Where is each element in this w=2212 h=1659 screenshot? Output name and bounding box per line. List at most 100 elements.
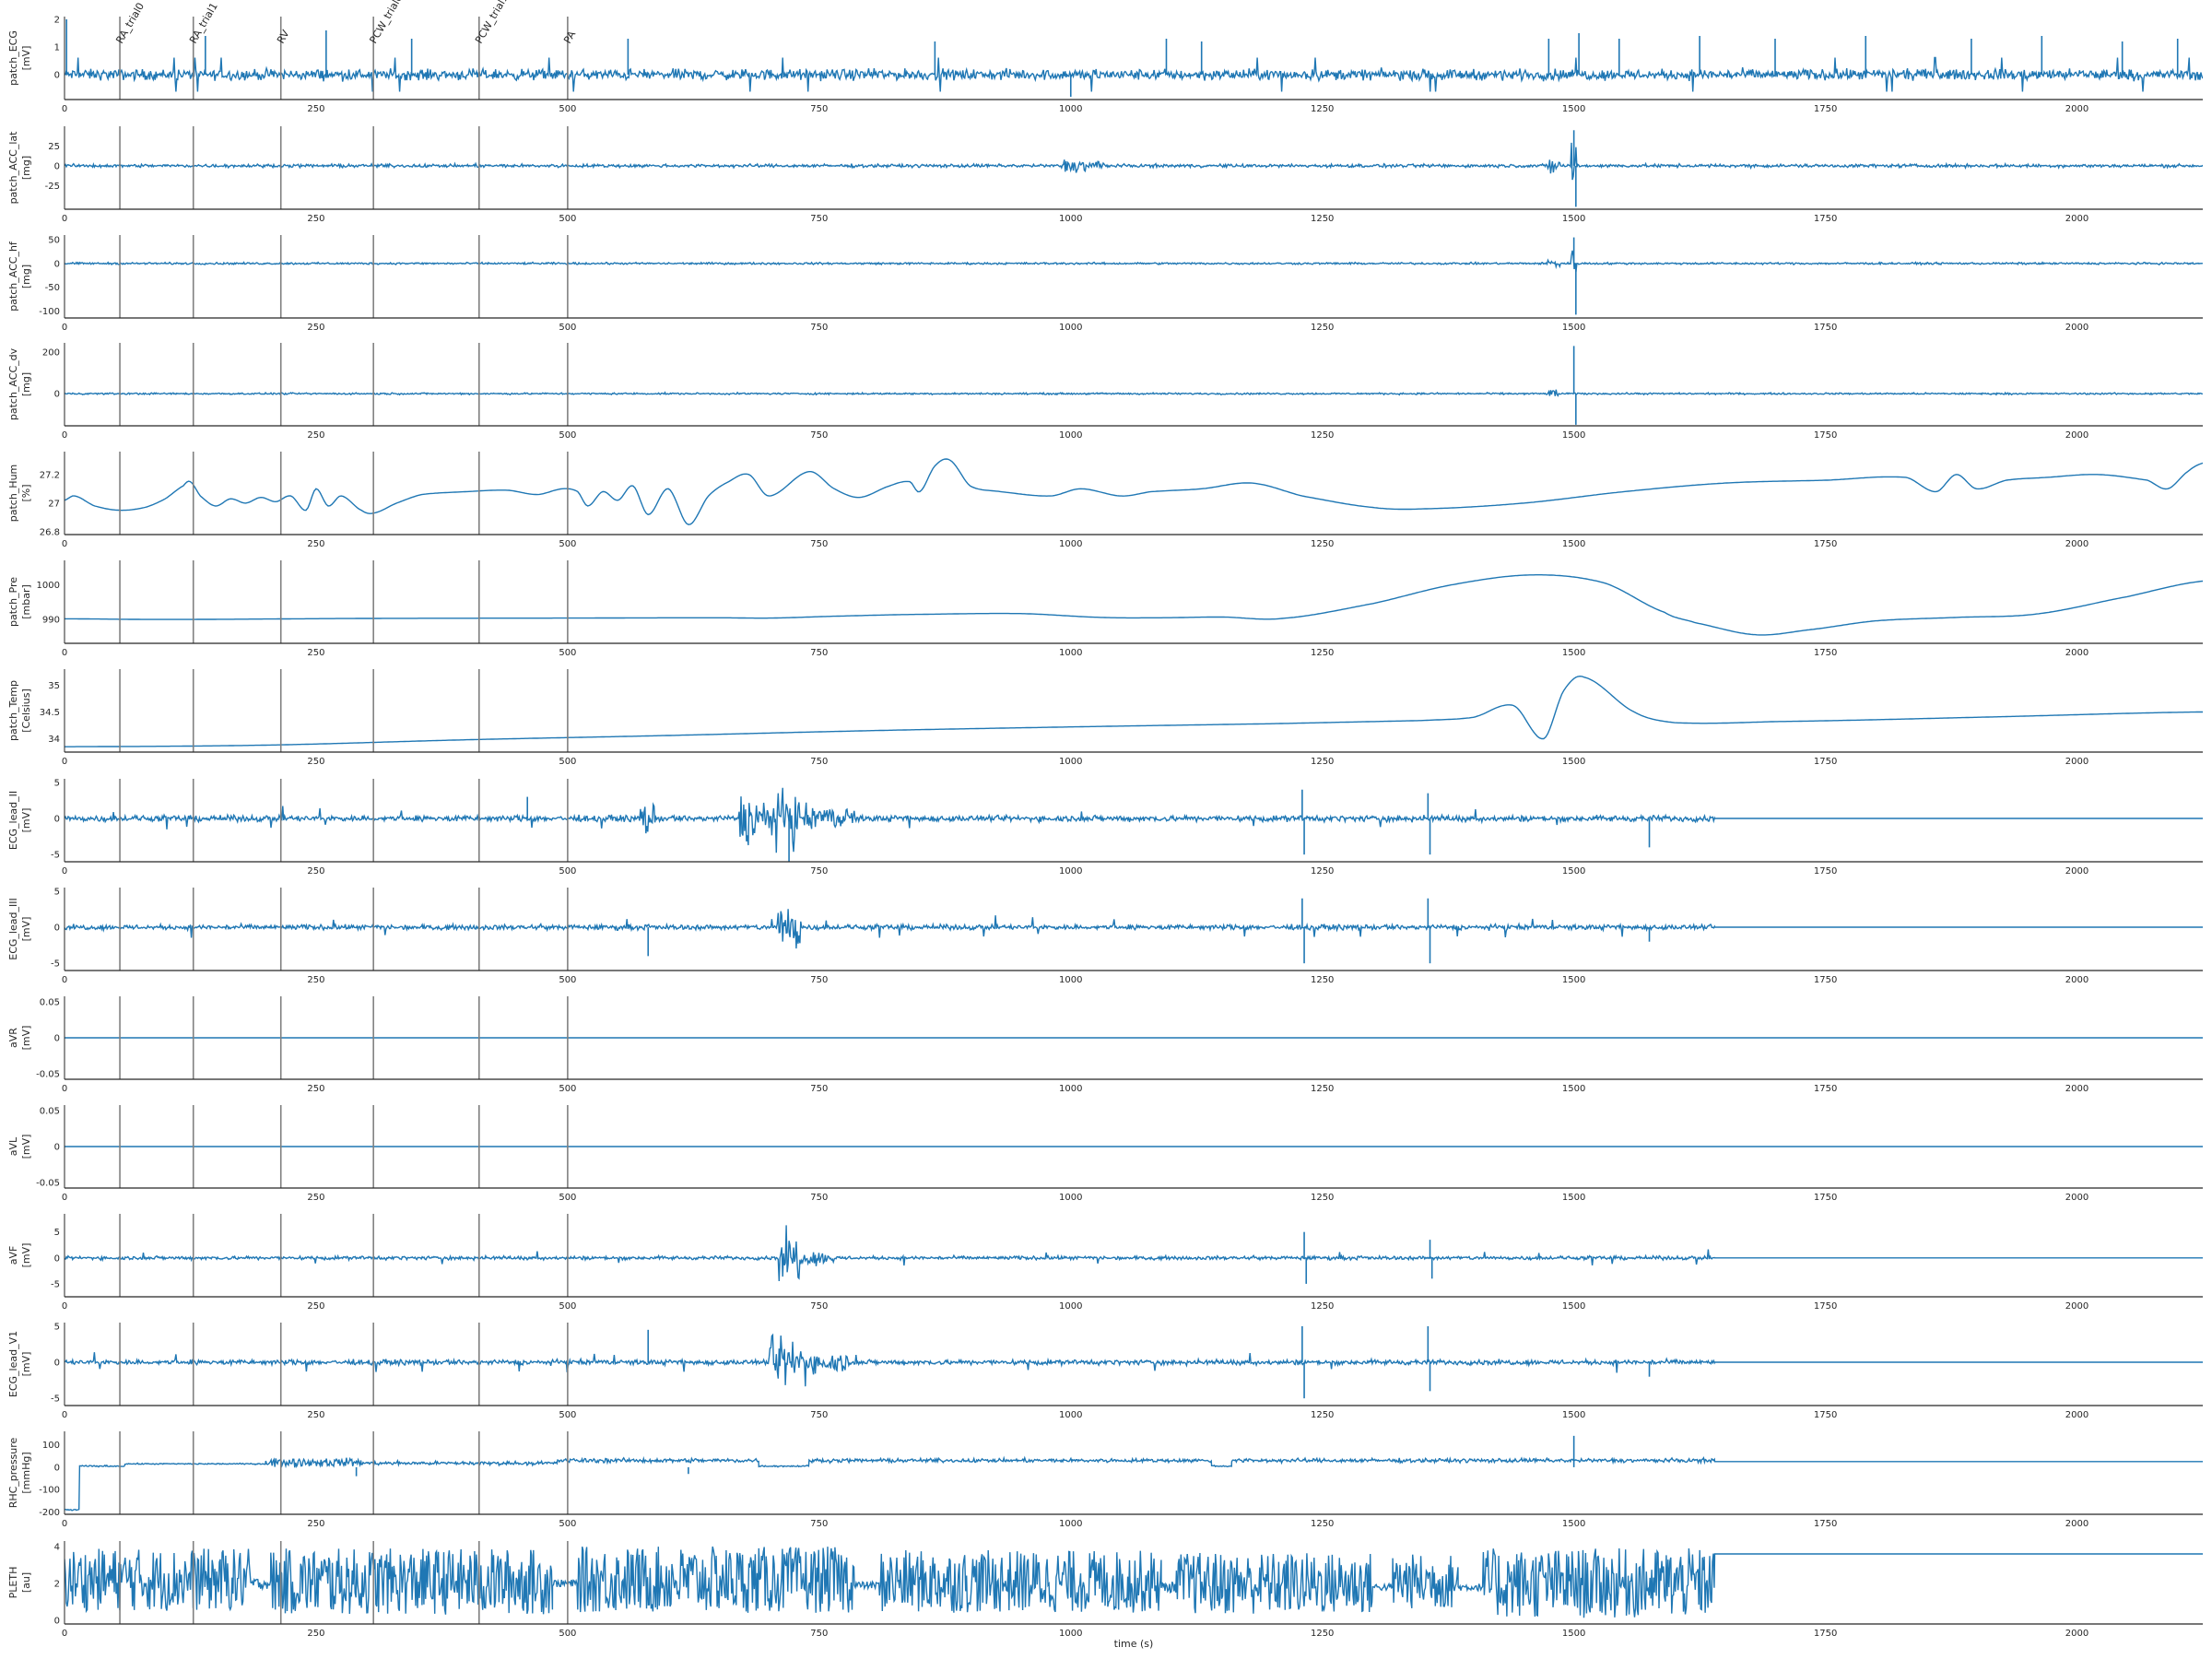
- x-tick-label: 2000: [2065, 1193, 2088, 1203]
- x-tick-label: 500: [559, 975, 576, 985]
- y-tick-label: -50: [45, 283, 60, 293]
- x-tick-label: 2000: [2065, 1629, 2088, 1639]
- x-tick-label: 750: [810, 104, 828, 114]
- y-tick-label: 2: [54, 16, 60, 26]
- x-tick-label: 1750: [1814, 1193, 1837, 1203]
- x-tick-label: 500: [559, 323, 576, 333]
- x-tick-label: 1500: [1562, 1301, 1585, 1312]
- x-tick-label: 250: [307, 323, 324, 333]
- y-tick-label: -100: [39, 307, 60, 317]
- x-tick-label: 2000: [2065, 866, 2088, 877]
- x-tick-label: 750: [810, 648, 828, 658]
- x-tick-label: 1250: [1311, 866, 1334, 877]
- y-tick-label: 0: [54, 1463, 60, 1473]
- series-line-patch_Pre: [65, 574, 2203, 636]
- x-tick-label: 250: [307, 104, 324, 114]
- x-tick-label: 250: [307, 757, 324, 767]
- x-tick-label: 1000: [1059, 1629, 1082, 1639]
- x-tick-label: 500: [559, 1193, 576, 1203]
- y-tick-label: 0: [54, 1143, 60, 1153]
- y-axis-label: patch_ACC_lat: [7, 131, 19, 205]
- y-axis-unit: [mg]: [20, 372, 32, 396]
- y-axis-unit: [mbar]: [20, 584, 32, 619]
- x-tick-label: 2000: [2065, 1084, 2088, 1094]
- x-tick-label: 500: [559, 1410, 576, 1420]
- x-tick-label: 1250: [1311, 104, 1334, 114]
- x-tick-label: 0: [62, 648, 67, 658]
- x-tick-label: 1500: [1562, 1519, 1585, 1529]
- x-tick-label: 500: [559, 104, 576, 114]
- x-tick-label: 2000: [2065, 539, 2088, 549]
- y-tick-label: -5: [51, 851, 60, 861]
- x-tick-label: 1000: [1059, 1519, 1082, 1529]
- y-tick-label: -5: [51, 1279, 60, 1289]
- x-tick-label: 500: [559, 1629, 576, 1639]
- x-tick-label: 0: [62, 323, 67, 333]
- series-line-patch_ECG: [65, 56, 2203, 92]
- x-tick-label: 250: [307, 214, 324, 224]
- x-tick-label: 500: [559, 866, 576, 877]
- x-tick-label: 250: [307, 1084, 324, 1094]
- y-axis-unit: [mV]: [20, 1135, 32, 1159]
- y-tick-label: 0: [54, 815, 60, 825]
- x-tick-label: 1500: [1562, 648, 1585, 658]
- y-tick-label: 0: [54, 161, 60, 171]
- x-tick-label: 1750: [1814, 214, 1837, 224]
- y-axis-label: patch_ACC_hf: [7, 241, 19, 312]
- x-tick-label: 0: [62, 1301, 67, 1312]
- x-tick-label: 750: [810, 539, 828, 549]
- x-tick-label: 1000: [1059, 866, 1082, 877]
- x-tick-label: 1750: [1814, 1629, 1837, 1639]
- x-tick-label: 1500: [1562, 975, 1585, 985]
- x-tick-label: 0: [62, 1193, 67, 1203]
- series-line-PLETH: [65, 1546, 2203, 1618]
- series-line-RHC_pressure: [65, 1455, 2203, 1512]
- x-tick-label: 1750: [1814, 866, 1837, 877]
- x-tick-label: 750: [810, 1084, 828, 1094]
- y-axis-unit: [mg]: [20, 156, 32, 180]
- x-tick-label: 750: [810, 866, 828, 877]
- x-tick-label: 250: [307, 1193, 324, 1203]
- x-tick-label: 1250: [1311, 214, 1334, 224]
- x-tick-label: 1500: [1562, 104, 1585, 114]
- y-axis-label: patch_ACC_dv: [7, 347, 19, 420]
- panel-patch_Hum: 26.8 27 27.2 0 250 500 750 1000 1250 1500 1750 2000…: [7, 452, 2203, 549]
- y-tick-label: 0: [54, 259, 60, 269]
- x-tick-label: 1500: [1562, 214, 1585, 224]
- x-tick-label: 1500: [1562, 866, 1585, 877]
- panel-aVF: -5 0 5 0 250 500 750 1000 1250 1500 1750 2000 aVF [mV…: [7, 1214, 2203, 1312]
- x-tick-label: 250: [307, 1410, 324, 1420]
- x-tick-label: 1750: [1814, 104, 1837, 114]
- y-axis-label: aVL: [7, 1136, 19, 1156]
- y-tick-label: 34: [48, 735, 60, 745]
- x-tick-label: 0: [62, 1519, 67, 1529]
- y-tick-label: 0: [54, 1253, 60, 1264]
- x-tick-label: 2000: [2065, 1410, 2088, 1420]
- y-axis-label: ECG_lead_III: [7, 898, 19, 959]
- y-axis-unit: [au]: [20, 1572, 32, 1593]
- y-tick-label: 5: [54, 887, 60, 897]
- x-tick-label: 1750: [1814, 648, 1837, 658]
- x-tick-label: 1500: [1562, 1084, 1585, 1094]
- x-tick-label: 250: [307, 1301, 324, 1312]
- x-tick-label: 1000: [1059, 539, 1082, 549]
- x-tick-label: 750: [810, 430, 828, 441]
- x-tick-label: 1250: [1311, 1301, 1334, 1312]
- x-tick-label: 1000: [1059, 323, 1082, 333]
- x-tick-label: 750: [810, 1629, 828, 1639]
- x-tick-label: 250: [307, 975, 324, 985]
- x-tick-label: 1000: [1059, 430, 1082, 441]
- x-axis-label: time (s): [1114, 1638, 1154, 1650]
- x-tick-label: 1250: [1311, 975, 1334, 985]
- x-tick-label: 1500: [1562, 430, 1585, 441]
- y-tick-label: 0.05: [40, 1107, 60, 1117]
- y-axis-label: PLETH: [7, 1567, 19, 1599]
- y-tick-label: 0: [54, 390, 60, 400]
- x-tick-label: 1750: [1814, 757, 1837, 767]
